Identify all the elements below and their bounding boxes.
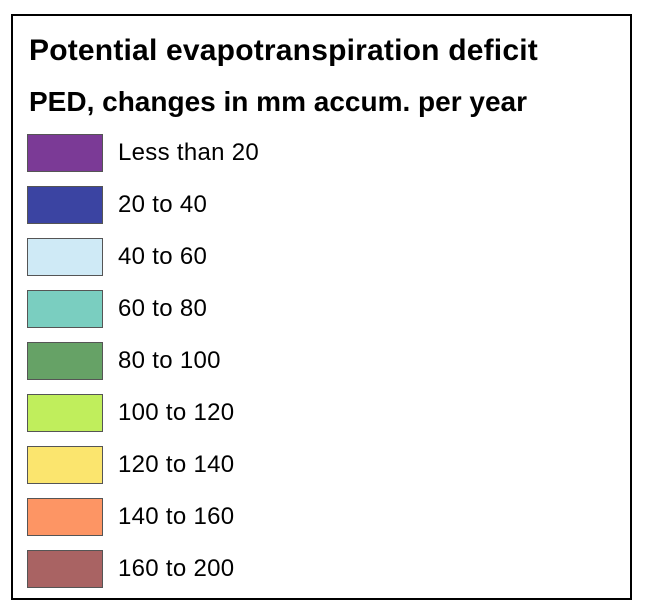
legend-swatch xyxy=(27,446,103,484)
legend-item: 140 to 160 xyxy=(27,498,259,536)
legend-swatch xyxy=(27,134,103,172)
legend-swatch xyxy=(27,238,103,276)
legend-item: Less than 20 xyxy=(27,134,259,172)
legend-swatch xyxy=(27,342,103,380)
legend-subtitle: PED, changes in mm accum. per year xyxy=(29,86,527,117)
legend-item: 20 to 40 xyxy=(27,186,259,224)
legend-item-label: 100 to 120 xyxy=(118,399,235,426)
legend-item-label: 160 to 200 xyxy=(118,555,235,582)
legend-swatch xyxy=(27,550,103,588)
legend-item-label: 20 to 40 xyxy=(118,191,208,218)
legend-item-label: 80 to 100 xyxy=(118,347,221,374)
legend-item: 160 to 200 xyxy=(27,550,259,588)
legend-item-label: 140 to 160 xyxy=(118,503,235,530)
legend-list: Less than 20 20 to 40 40 to 60 60 to 80 80 t… xyxy=(27,134,259,602)
legend-title: Potential evapotranspiration deficit xyxy=(29,34,538,67)
legend-item-label: 40 to 60 xyxy=(118,243,208,270)
legend-swatch xyxy=(27,394,103,432)
legend-item: 120 to 140 xyxy=(27,446,259,484)
legend-item-label: 60 to 80 xyxy=(118,295,208,322)
legend-item: 100 to 120 xyxy=(27,394,259,432)
legend-swatch xyxy=(27,290,103,328)
legend-box: Potential evapotranspiration deficit PED… xyxy=(11,14,632,600)
legend-item-label: Less than 20 xyxy=(118,139,260,166)
legend-swatch xyxy=(27,498,103,536)
legend-item: 40 to 60 xyxy=(27,238,259,276)
legend-swatch xyxy=(27,186,103,224)
legend-item-label: 120 to 140 xyxy=(118,451,235,478)
legend-item: 80 to 100 xyxy=(27,342,259,380)
legend-item: 60 to 80 xyxy=(27,290,259,328)
